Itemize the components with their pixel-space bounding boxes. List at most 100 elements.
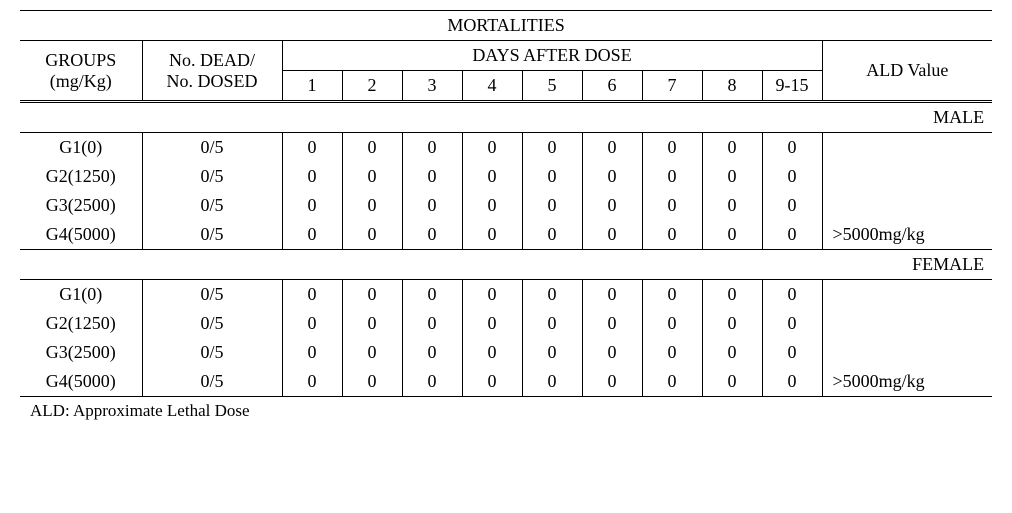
table-cell: 0/5 — [142, 280, 282, 310]
table-cell: 0 — [642, 338, 702, 367]
table-cell: 0 — [402, 367, 462, 397]
table-cell: 0 — [702, 191, 762, 220]
table-cell: 0 — [522, 367, 582, 397]
table-cell: 0 — [282, 280, 342, 310]
table-cell: 0 — [762, 309, 822, 338]
header-day-4: 4 — [462, 71, 522, 102]
table-cell: 0/5 — [142, 191, 282, 220]
table-cell: 0 — [582, 367, 642, 397]
table-cell: 0 — [402, 280, 462, 310]
table-cell: 0 — [522, 133, 582, 163]
table-cell-ald — [822, 191, 992, 220]
table-cell: 0/5 — [142, 162, 282, 191]
table-cell: 0 — [762, 162, 822, 191]
table-cell: 0 — [282, 338, 342, 367]
table-cell: 0 — [702, 162, 762, 191]
table-cell: 0 — [522, 338, 582, 367]
table-cell: 0 — [462, 309, 522, 338]
table-cell: 0 — [762, 220, 822, 250]
table-cell: 0 — [762, 191, 822, 220]
table-cell: G1(0) — [20, 280, 142, 310]
table-cell: 0 — [462, 133, 522, 163]
table-cell: 0 — [702, 220, 762, 250]
table-cell: 0 — [342, 280, 402, 310]
section-label-female: FEMALE — [20, 250, 992, 280]
table-cell: 0 — [522, 220, 582, 250]
table-cell: 0 — [342, 162, 402, 191]
table-cell: 0/5 — [142, 220, 282, 250]
table-cell: 0 — [642, 367, 702, 397]
table-cell: 0 — [642, 309, 702, 338]
table-cell: 0 — [402, 220, 462, 250]
table-cell: 0 — [642, 133, 702, 163]
header-dead-l1: No. DEAD/ — [169, 50, 255, 70]
table-cell: 0 — [402, 309, 462, 338]
table-cell: 0 — [342, 309, 402, 338]
table-cell: 0 — [462, 220, 522, 250]
table-cell: 0 — [582, 162, 642, 191]
table-cell: 0/5 — [142, 309, 282, 338]
header-day-9: 9-15 — [762, 71, 822, 102]
table-cell: 0 — [282, 133, 342, 163]
section-label-male: MALE — [20, 102, 992, 133]
table-cell: G2(1250) — [20, 309, 142, 338]
table-cell: 0 — [462, 191, 522, 220]
table-cell: 0 — [282, 162, 342, 191]
table-cell: 0 — [582, 191, 642, 220]
table-cell: 0 — [642, 220, 702, 250]
table-cell: 0 — [522, 162, 582, 191]
table-cell: 0 — [342, 338, 402, 367]
table-cell: 0 — [342, 191, 402, 220]
table-cell-ald — [822, 280, 992, 310]
header-groups-l1: GROUPS — [45, 50, 116, 70]
table-cell-ald — [822, 133, 992, 163]
table-cell: 0 — [522, 280, 582, 310]
table-cell: 0 — [402, 133, 462, 163]
table-cell: 0 — [642, 162, 702, 191]
table-cell: 0 — [462, 280, 522, 310]
table-title: MORTALITIES — [20, 11, 992, 41]
table-cell: G3(2500) — [20, 338, 142, 367]
header-day-3: 3 — [402, 71, 462, 102]
table-cell: 0 — [462, 367, 522, 397]
header-day-5: 5 — [522, 71, 582, 102]
table-cell: G1(0) — [20, 133, 142, 163]
table-cell-ald: >5000mg/kg — [822, 367, 992, 397]
table-cell-ald: >5000mg/kg — [822, 220, 992, 250]
table-cell: 0 — [762, 133, 822, 163]
table-cell: 0 — [402, 162, 462, 191]
header-day-7: 7 — [642, 71, 702, 102]
table-cell: 0 — [762, 367, 822, 397]
table-cell: 0 — [702, 280, 762, 310]
table-cell: 0/5 — [142, 338, 282, 367]
table-cell: G3(2500) — [20, 191, 142, 220]
table-cell: 0 — [642, 191, 702, 220]
table-cell: 0 — [522, 309, 582, 338]
header-day-1: 1 — [282, 71, 342, 102]
table-cell: 0 — [342, 367, 402, 397]
table-cell: 0 — [282, 367, 342, 397]
mortalities-table: MORTALITIES GROUPS (mg/Kg) No. DEAD/ No.… — [20, 10, 992, 397]
table-cell: 0 — [702, 338, 762, 367]
table-cell: 0 — [582, 309, 642, 338]
header-days-after-dose: DAYS AFTER DOSE — [282, 41, 822, 71]
table-cell: G4(5000) — [20, 220, 142, 250]
table-cell-ald — [822, 338, 992, 367]
table-cell: 0 — [642, 280, 702, 310]
header-ald: ALD Value — [822, 41, 992, 102]
table-cell: 0 — [582, 220, 642, 250]
table-cell-ald — [822, 309, 992, 338]
table-cell: 0 — [702, 367, 762, 397]
table-cell: 0 — [702, 133, 762, 163]
header-dead-l2: No. DOSED — [166, 71, 257, 91]
table-cell: 0 — [282, 220, 342, 250]
table-cell: 0 — [282, 191, 342, 220]
table-cell: 0 — [522, 191, 582, 220]
footnote-ald: ALD: Approximate Lethal Dose — [20, 397, 992, 421]
header-day-8: 8 — [702, 71, 762, 102]
table-cell: 0 — [342, 220, 402, 250]
header-day-6: 6 — [582, 71, 642, 102]
table-cell: 0 — [762, 280, 822, 310]
table-cell: 0 — [462, 338, 522, 367]
table-cell: 0 — [402, 191, 462, 220]
